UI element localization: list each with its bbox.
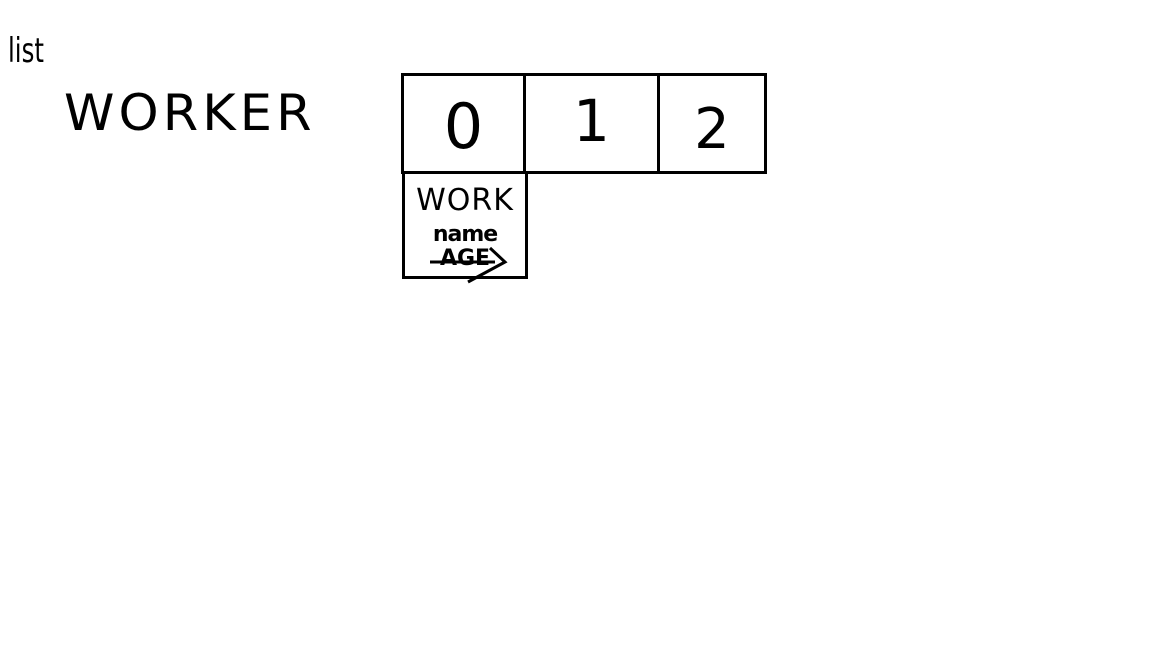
pointer-arrow: [0, 0, 1152, 648]
drawing-canvas: list WORKER 0 1 2 WORK name AGE: [0, 0, 1152, 648]
